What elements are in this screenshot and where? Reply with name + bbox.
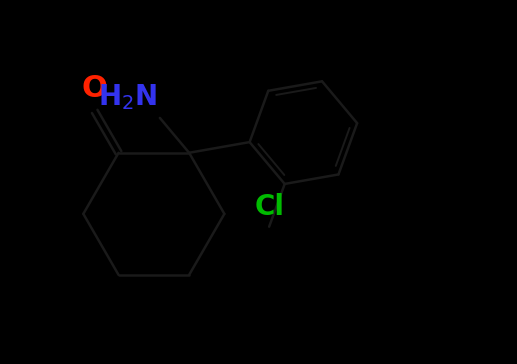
Text: Cl: Cl	[254, 193, 284, 221]
Text: H$_2$N: H$_2$N	[98, 83, 158, 112]
Text: O: O	[82, 74, 108, 103]
